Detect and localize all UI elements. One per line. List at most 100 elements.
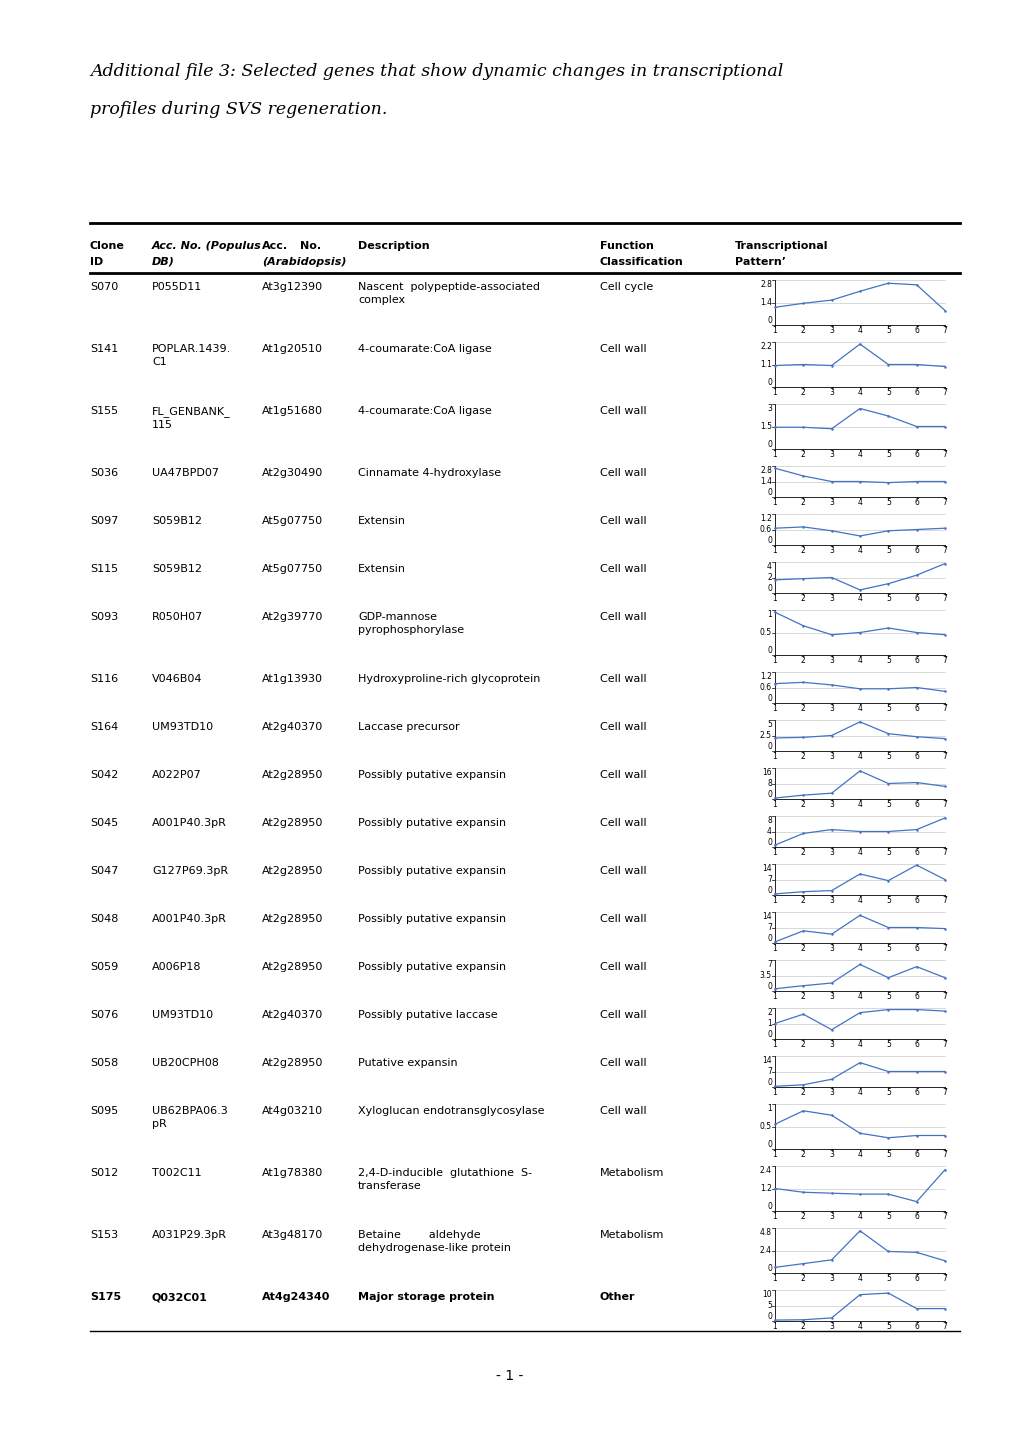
Text: profiles during SVS regeneration.: profiles during SVS regeneration. — [90, 101, 387, 118]
Text: Laccase precursor: Laccase precursor — [358, 722, 460, 732]
Text: 7: 7 — [942, 388, 947, 397]
Text: 7: 7 — [942, 326, 947, 335]
Text: 1: 1 — [771, 1040, 776, 1049]
Text: 5: 5 — [886, 1212, 890, 1221]
Text: S175: S175 — [90, 1291, 121, 1302]
Text: 4: 4 — [857, 704, 862, 713]
Text: 4: 4 — [857, 450, 862, 459]
Text: S115: S115 — [90, 564, 118, 574]
Text: 3: 3 — [828, 799, 834, 810]
Text: Cell wall: Cell wall — [599, 1010, 646, 1020]
Text: GDP-mannose
pyrophosphorylase: GDP-mannose pyrophosphorylase — [358, 612, 464, 635]
Text: 2: 2 — [766, 573, 771, 582]
Text: 5: 5 — [886, 1088, 890, 1097]
Text: 1: 1 — [766, 1104, 771, 1113]
Text: 7: 7 — [942, 1150, 947, 1159]
Text: Xyloglucan endotransglycosylase: Xyloglucan endotransglycosylase — [358, 1105, 544, 1115]
Text: 2: 2 — [800, 991, 805, 1001]
Text: 7: 7 — [942, 1274, 947, 1283]
Text: 2.8: 2.8 — [759, 280, 771, 289]
Text: 3: 3 — [766, 404, 771, 413]
Text: 14: 14 — [761, 912, 771, 921]
Text: 7: 7 — [766, 1066, 771, 1076]
Text: S070: S070 — [90, 281, 118, 291]
Text: Cell wall: Cell wall — [599, 913, 646, 924]
Text: 0: 0 — [766, 742, 771, 750]
Text: At4g24340: At4g24340 — [262, 1291, 330, 1302]
Text: FL_GENBANK_
115: FL_GENBANK_ 115 — [152, 405, 230, 430]
Text: Additional file 3: Selected genes that show dynamic changes in transcriptional: Additional file 3: Selected genes that s… — [90, 63, 783, 79]
Text: 1.1: 1.1 — [759, 359, 771, 369]
Text: S164: S164 — [90, 722, 118, 732]
Text: 6: 6 — [913, 1150, 918, 1159]
Text: Acc.: Acc. — [262, 241, 287, 251]
Text: Q032C01: Q032C01 — [152, 1291, 208, 1302]
Text: Extensin: Extensin — [358, 564, 406, 574]
Text: Cell wall: Cell wall — [599, 722, 646, 732]
Text: At2g28950: At2g28950 — [262, 866, 323, 876]
Text: 6: 6 — [913, 388, 918, 397]
Text: 2: 2 — [800, 498, 805, 506]
Text: 0: 0 — [766, 1078, 771, 1087]
Text: 1: 1 — [771, 326, 776, 335]
Text: 6: 6 — [913, 498, 918, 506]
Text: 6: 6 — [913, 545, 918, 556]
Text: 4: 4 — [857, 1212, 862, 1221]
Text: At2g28950: At2g28950 — [262, 818, 323, 828]
Text: 0: 0 — [766, 1264, 771, 1273]
Text: 6: 6 — [913, 1274, 918, 1283]
Text: 2: 2 — [800, 545, 805, 556]
Text: 6: 6 — [913, 704, 918, 713]
Text: 0: 0 — [766, 535, 771, 545]
Text: 5: 5 — [886, 704, 890, 713]
Text: 4: 4 — [857, 799, 862, 810]
Text: 2.4: 2.4 — [759, 1166, 771, 1175]
Text: 4-coumarate:CoA ligase: 4-coumarate:CoA ligase — [358, 343, 491, 354]
Text: 6: 6 — [913, 1040, 918, 1049]
Text: At1g51680: At1g51680 — [262, 405, 323, 416]
Text: 3: 3 — [828, 704, 834, 713]
Text: Cell wall: Cell wall — [599, 818, 646, 828]
Text: 3.5: 3.5 — [759, 971, 771, 980]
Text: Possibly putative expansin: Possibly putative expansin — [358, 771, 505, 781]
Text: 2: 2 — [800, 1088, 805, 1097]
Text: UB20CPH08: UB20CPH08 — [152, 1058, 219, 1068]
Text: 5: 5 — [886, 450, 890, 459]
Text: 5: 5 — [886, 545, 890, 556]
Text: 1: 1 — [771, 1322, 776, 1330]
Text: 3: 3 — [828, 545, 834, 556]
Text: At3g12390: At3g12390 — [262, 281, 323, 291]
Text: Function: Function — [599, 241, 653, 251]
Text: 1: 1 — [766, 610, 771, 619]
Text: Possibly putative laccase: Possibly putative laccase — [358, 1010, 497, 1020]
Text: 3: 3 — [828, 1150, 834, 1159]
Text: 7: 7 — [942, 752, 947, 760]
Text: S059: S059 — [90, 962, 118, 973]
Text: 1: 1 — [771, 545, 776, 556]
Text: 0: 0 — [766, 694, 771, 703]
Text: 0: 0 — [766, 886, 771, 895]
Text: (Arabidopsis): (Arabidopsis) — [262, 257, 346, 267]
Text: 2,4-D-inducible  glutathione  S-
transferase: 2,4-D-inducible glutathione S- transfera… — [358, 1167, 532, 1192]
Text: 7: 7 — [766, 960, 771, 970]
Text: 2: 2 — [800, 595, 805, 603]
Text: 7: 7 — [942, 704, 947, 713]
Text: 7: 7 — [942, 944, 947, 952]
Text: 7: 7 — [942, 1322, 947, 1330]
Text: 1: 1 — [771, 1212, 776, 1221]
Text: R050H07: R050H07 — [152, 612, 203, 622]
Text: 0.6: 0.6 — [759, 525, 771, 534]
Text: 4: 4 — [857, 1040, 862, 1049]
Text: At3g48170: At3g48170 — [262, 1229, 323, 1240]
Text: At1g20510: At1g20510 — [262, 343, 323, 354]
Text: 0: 0 — [766, 316, 771, 325]
Text: 0: 0 — [766, 934, 771, 942]
Text: 0.5: 0.5 — [759, 628, 771, 636]
Text: 3: 3 — [828, 991, 834, 1001]
Text: At5g07750: At5g07750 — [262, 564, 323, 574]
Text: 8: 8 — [766, 815, 771, 825]
Text: At2g28950: At2g28950 — [262, 962, 323, 973]
Text: S012: S012 — [90, 1167, 118, 1177]
Text: 4: 4 — [857, 752, 862, 760]
Text: 14: 14 — [761, 864, 771, 873]
